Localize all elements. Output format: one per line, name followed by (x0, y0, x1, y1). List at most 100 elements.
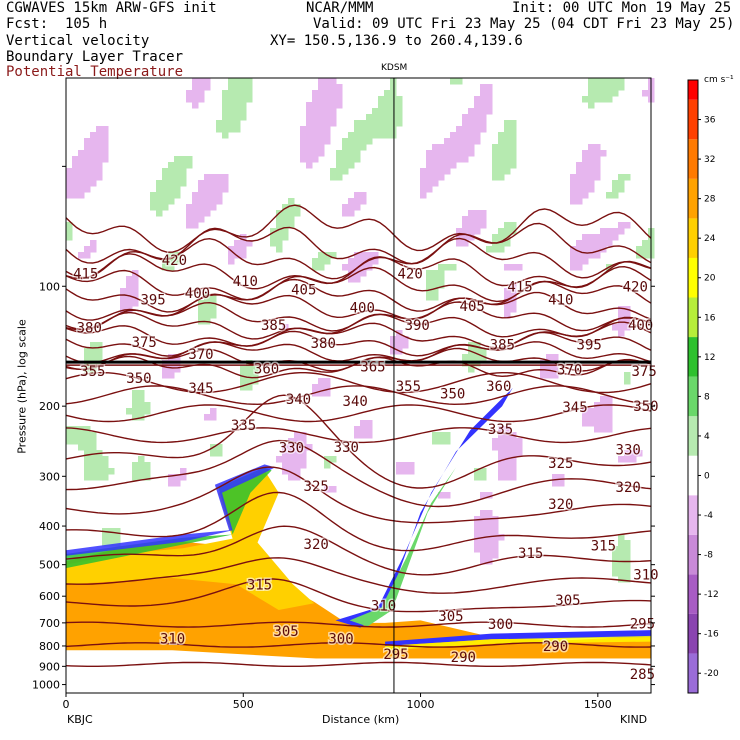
w-cell (246, 366, 253, 373)
w-cell (312, 120, 319, 127)
w-cell (360, 432, 367, 439)
w-cell (96, 132, 103, 139)
w-cell (510, 162, 517, 169)
theta-label: 340 (343, 394, 368, 410)
w-cell (156, 180, 163, 187)
theta-label: 305 (273, 624, 298, 640)
w-cell (270, 234, 277, 241)
w-cell (324, 456, 331, 463)
w-cell (162, 372, 169, 379)
w-cell (300, 450, 307, 457)
w-cell (90, 156, 97, 163)
w-cell (492, 438, 499, 445)
w-cell (624, 540, 631, 547)
theta-contour (65, 642, 652, 648)
w-cell (402, 462, 409, 469)
w-cell (210, 198, 217, 205)
w-cell (354, 252, 361, 259)
w-cell (510, 132, 517, 139)
w-cell (270, 240, 277, 247)
w-cell (210, 180, 217, 187)
w-cell (180, 174, 187, 181)
w-cell (336, 156, 343, 163)
w-cell (594, 96, 601, 103)
w-cell (84, 180, 91, 187)
w-cell (474, 120, 481, 127)
w-cell (618, 330, 625, 337)
w-cell (402, 342, 409, 349)
w-cell (66, 222, 73, 229)
w-cell (366, 120, 373, 127)
w-cell (240, 96, 247, 103)
y-tick-label: 500 (39, 559, 60, 572)
w-cell (330, 168, 337, 175)
w-cell (468, 114, 475, 121)
w-cell (504, 162, 511, 169)
w-cell (150, 192, 157, 199)
w-cell (588, 156, 595, 163)
w-cell (498, 150, 505, 157)
w-cell (90, 246, 97, 253)
w-cell (468, 144, 475, 151)
w-cell (90, 342, 97, 349)
w-cell (582, 420, 589, 427)
w-cell (312, 258, 319, 265)
w-cell (306, 162, 313, 169)
w-cell (174, 474, 181, 481)
w-cell (390, 114, 397, 121)
w-cell (600, 414, 607, 421)
w-cell (594, 414, 601, 421)
w-cell (546, 372, 553, 379)
w-cell (480, 522, 487, 529)
w-cell (378, 120, 385, 127)
theta-label: 415 (507, 279, 532, 295)
w-cell (216, 186, 223, 193)
w-cell (594, 144, 601, 151)
w-cell (276, 222, 283, 229)
w-cell (432, 150, 439, 157)
w-cell (600, 240, 607, 247)
w-cell (318, 378, 325, 385)
w-cell (114, 528, 121, 535)
colorbar-swatch (688, 257, 698, 298)
w-cell (168, 480, 175, 487)
w-cell (576, 264, 583, 271)
w-cell (612, 192, 619, 199)
w-cell (240, 114, 247, 121)
theta-label: 395 (577, 337, 602, 353)
w-cell (336, 102, 343, 109)
w-cell (438, 432, 445, 439)
w-cell (132, 276, 139, 283)
w-cell (294, 474, 301, 481)
w-cell (318, 90, 325, 97)
w-cell (354, 144, 361, 151)
w-cell (306, 114, 313, 121)
w-cell (66, 180, 73, 187)
w-cell (444, 168, 451, 175)
theta-label: 355 (80, 364, 105, 380)
w-cell (450, 132, 457, 139)
w-cell (348, 198, 355, 205)
w-cell (498, 468, 505, 475)
w-cell (222, 96, 229, 103)
y-axis-label: Pressure (hPa), log scale (15, 319, 29, 454)
w-cell (498, 444, 505, 451)
w-cell (504, 288, 511, 295)
w-cell (474, 468, 481, 475)
w-cell (330, 90, 337, 97)
w-cell (552, 480, 559, 487)
w-cell (156, 198, 163, 205)
w-cell (162, 192, 169, 199)
w-cell (480, 348, 487, 355)
w-cell (126, 282, 133, 289)
w-cell (288, 222, 295, 229)
w-cell (594, 174, 601, 181)
w-cell (432, 282, 439, 289)
w-cell (138, 468, 145, 475)
w-cell (354, 204, 361, 211)
w-cell (240, 252, 247, 259)
w-cell (306, 156, 313, 163)
w-cell (618, 180, 625, 187)
w-cell (168, 192, 175, 199)
x-tick-label: 1500 (584, 698, 612, 711)
